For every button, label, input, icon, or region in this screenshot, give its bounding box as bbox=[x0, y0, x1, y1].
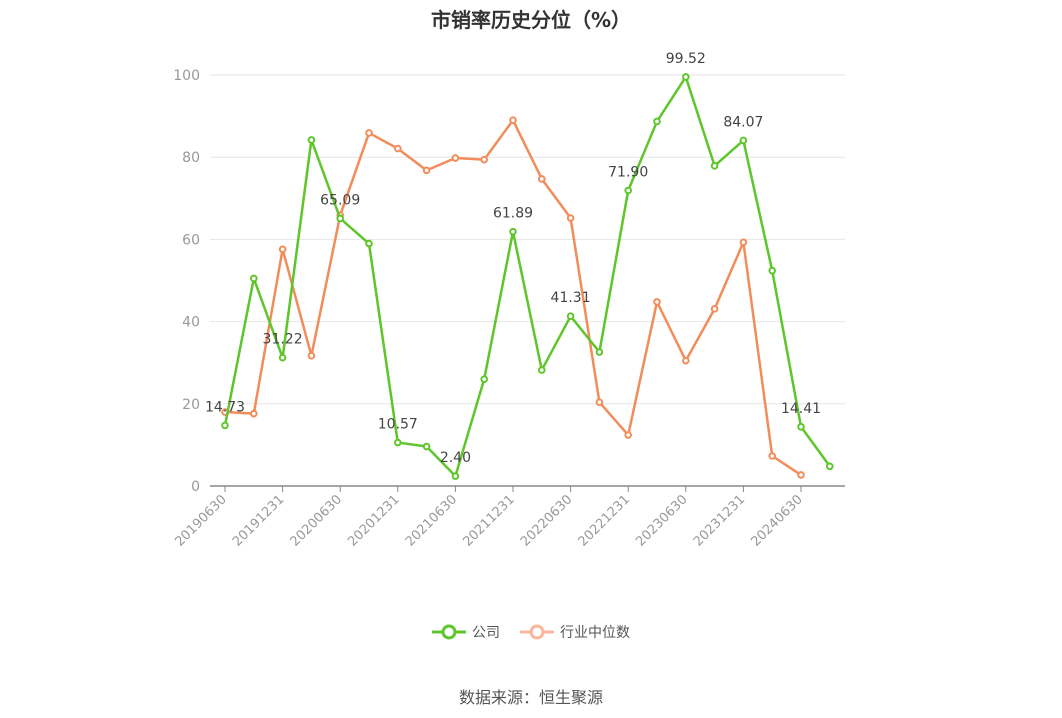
data-label: 2.40 bbox=[440, 450, 471, 466]
company-point bbox=[826, 462, 834, 471]
industry-point bbox=[682, 356, 690, 365]
series-line-industry bbox=[224, 118, 802, 476]
y-tick-label: 40 bbox=[182, 315, 200, 331]
company-point bbox=[739, 136, 748, 145]
company-point bbox=[538, 366, 546, 374]
data-label: 71.90 bbox=[608, 164, 648, 180]
industry-point bbox=[538, 175, 546, 183]
legend: 公司 行业中位数 bbox=[0, 622, 1062, 642]
industry-point bbox=[710, 305, 719, 313]
data-label: 41.31 bbox=[551, 290, 591, 306]
company-point bbox=[365, 239, 373, 248]
industry-point bbox=[451, 154, 460, 162]
company-point bbox=[394, 438, 402, 447]
y-tick-label: 60 bbox=[182, 232, 200, 248]
source-note: 数据来源：恒生聚源 bbox=[458, 688, 603, 707]
company-point bbox=[653, 117, 661, 126]
data-label: 31.22 bbox=[263, 332, 303, 348]
industry-point bbox=[365, 129, 373, 137]
series-line-company bbox=[223, 75, 831, 478]
company-point bbox=[682, 73, 690, 81]
company-point bbox=[336, 214, 345, 223]
industry-point bbox=[307, 351, 316, 360]
data-label: 65.09 bbox=[320, 192, 360, 208]
x-tick-label: 20230630 bbox=[633, 492, 690, 549]
company-point bbox=[422, 442, 431, 451]
x-tick-label: 20201231 bbox=[345, 492, 402, 549]
x-tick-label: 20231231 bbox=[691, 492, 748, 549]
legend-item-company[interactable]: 公司 bbox=[432, 622, 500, 642]
x-tick-label: 20190630 bbox=[172, 492, 229, 549]
industry-point bbox=[422, 166, 431, 175]
legend-industry-marker-icon bbox=[520, 624, 554, 640]
company-point bbox=[509, 227, 517, 236]
industry-point bbox=[480, 155, 489, 164]
industry-point bbox=[509, 116, 517, 125]
data-label: 84.07 bbox=[723, 114, 763, 130]
company-point bbox=[566, 312, 575, 321]
x-tick-label: 20200630 bbox=[288, 492, 345, 549]
x-tick-label: 20191231 bbox=[230, 492, 287, 549]
company-point bbox=[307, 136, 316, 144]
company-point bbox=[221, 421, 229, 430]
legend-company-marker-icon bbox=[432, 624, 466, 640]
industry-point bbox=[566, 214, 575, 222]
data-label: 14.41 bbox=[781, 401, 821, 417]
data-label: 99.52 bbox=[666, 51, 706, 67]
y-tick-label: 0 bbox=[191, 479, 200, 495]
industry-point bbox=[595, 398, 604, 406]
x-tick-label: 20210630 bbox=[403, 492, 460, 549]
industry-point bbox=[624, 431, 633, 439]
x-tick-label: 20211231 bbox=[460, 492, 517, 549]
x-tick-label: 20220630 bbox=[518, 492, 575, 549]
data-label: 14.73 bbox=[205, 399, 245, 415]
x-tick-label: 20221231 bbox=[576, 492, 633, 549]
data-labels: 14.73 31.22 65.09 10.57 2.40 61.89 41.31 71.90 9… bbox=[205, 51, 821, 466]
grid-lines bbox=[210, 74, 845, 405]
company-point bbox=[768, 266, 777, 275]
x-tick-label: 20240630 bbox=[748, 492, 805, 549]
company-point bbox=[797, 422, 805, 431]
y-tick-label: 80 bbox=[182, 150, 200, 166]
industry-point bbox=[797, 471, 805, 479]
company-point bbox=[710, 162, 719, 170]
industry-point bbox=[739, 238, 748, 247]
industry-point bbox=[250, 409, 258, 418]
legend-industry-label: 行业中位数 bbox=[560, 625, 630, 641]
series-lines bbox=[221, 73, 834, 480]
data-label: 10.57 bbox=[378, 417, 418, 433]
data-label: 61.89 bbox=[493, 206, 533, 222]
industry-point bbox=[278, 245, 287, 254]
company-point bbox=[624, 186, 633, 195]
industry-point bbox=[653, 298, 661, 306]
company-point bbox=[250, 274, 258, 283]
y-tick-label: 20 bbox=[182, 397, 200, 413]
industry-point bbox=[768, 452, 777, 460]
legend-company-label: 公司 bbox=[472, 625, 500, 641]
company-point bbox=[595, 348, 604, 356]
legend-item-industry[interactable]: 行业中位数 bbox=[520, 622, 630, 642]
company-point bbox=[278, 353, 287, 362]
industry-point bbox=[394, 144, 402, 153]
chart-title: 市销率历史分位（%） bbox=[430, 8, 632, 32]
company-point bbox=[480, 375, 489, 383]
company-point bbox=[451, 472, 460, 480]
y-tick-label: 100 bbox=[173, 68, 200, 84]
